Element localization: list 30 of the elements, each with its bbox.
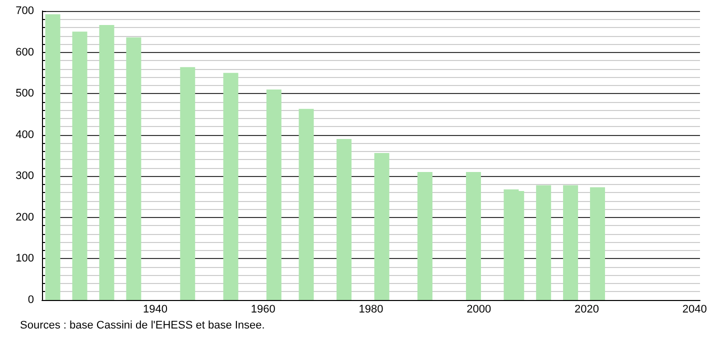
y-tick-label: 400 <box>16 128 34 141</box>
bar <box>180 67 196 300</box>
bar <box>298 108 314 300</box>
bar <box>374 153 390 300</box>
x-tick-label: 1940 <box>143 304 168 316</box>
bar <box>126 37 142 300</box>
bar <box>536 185 552 300</box>
bar <box>72 32 88 300</box>
y-tick-label: 600 <box>16 46 34 58</box>
bar <box>45 14 60 300</box>
bar <box>99 25 114 300</box>
x-tick-label: 1980 <box>358 304 384 316</box>
y-tick-label: 100 <box>16 252 34 265</box>
y-tick-label: 0 <box>28 294 34 306</box>
x-tick-label: 2020 <box>574 304 599 316</box>
bar <box>563 185 578 300</box>
bar <box>466 172 481 300</box>
y-tick-label: 200 <box>16 211 34 224</box>
x-tick-label: 2000 <box>466 304 492 316</box>
bar <box>590 187 606 300</box>
bar <box>417 172 432 300</box>
bar <box>336 138 352 300</box>
y-tick-label: 700 <box>16 5 34 17</box>
x-tick-label: 2040 <box>682 304 707 316</box>
source-note: Sources : base Cassini de l'EHESS et base Insee. <box>20 320 265 332</box>
y-tick-label: 500 <box>16 88 34 100</box>
x-tick-label: 1960 <box>250 304 276 316</box>
y-tick-label: 300 <box>16 170 34 182</box>
bar <box>223 72 238 300</box>
bar <box>266 89 282 300</box>
